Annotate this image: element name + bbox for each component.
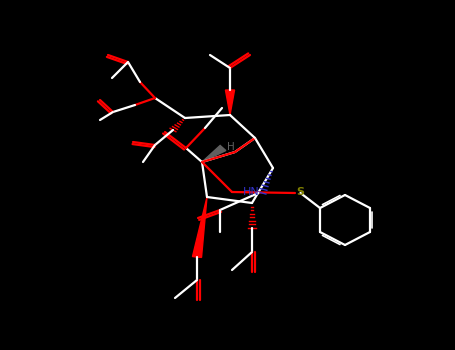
Polygon shape <box>225 90 234 115</box>
Text: H: H <box>227 142 234 152</box>
Polygon shape <box>202 146 226 162</box>
Text: HN: HN <box>243 187 260 197</box>
Polygon shape <box>192 197 207 258</box>
Text: S: S <box>296 187 304 197</box>
